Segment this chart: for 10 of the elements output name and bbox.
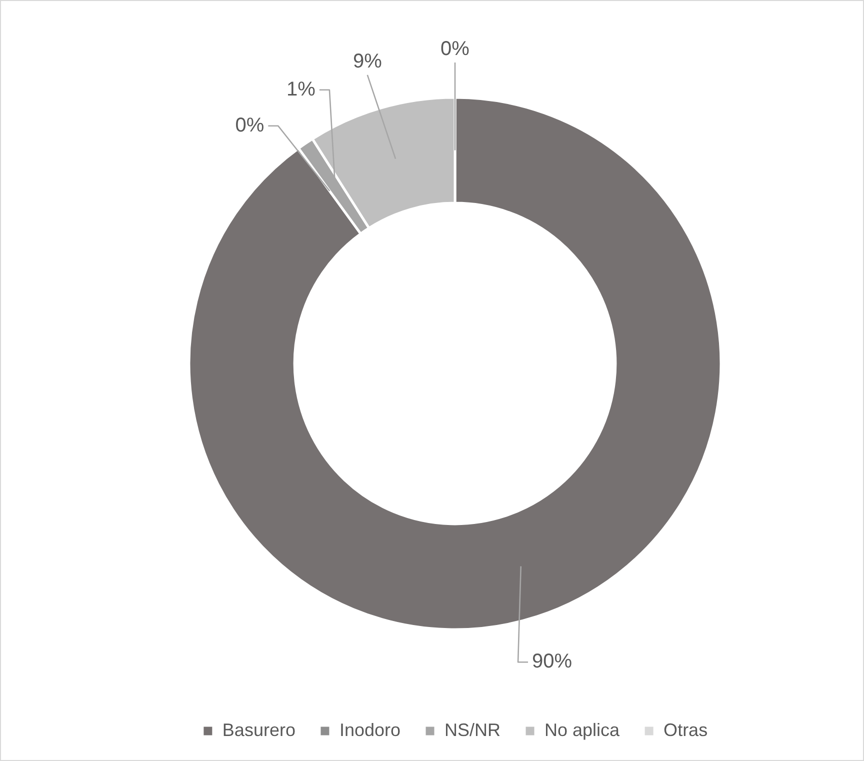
legend-label: Inodoro — [339, 720, 401, 740]
data-label: 90% — [532, 650, 572, 673]
legend-label: NS/NR — [444, 720, 501, 740]
text: 0% — [235, 114, 264, 136]
legend-label: Otras — [664, 720, 708, 740]
legend-label: Basurero — [222, 720, 296, 740]
data-label: 1% — [286, 78, 316, 100]
data-label: 9% — [352, 50, 382, 72]
legend-label: No aplica — [544, 720, 621, 740]
text: 0% — [440, 38, 470, 60]
